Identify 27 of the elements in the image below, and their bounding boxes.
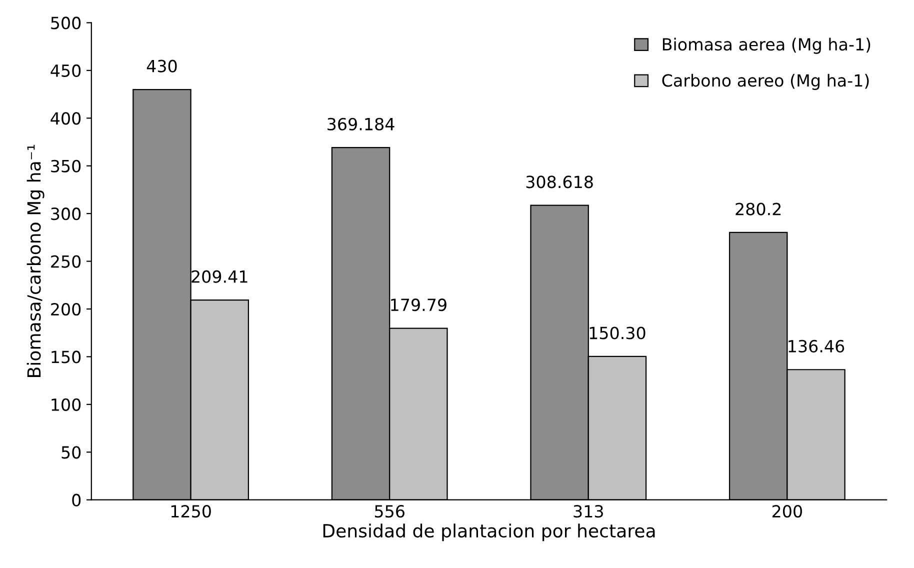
y-tick-label: 50 [62,446,81,459]
data-label: 308.618 [526,176,593,188]
y-tick-label: 150 [52,350,81,364]
data-label: 179.79 [391,298,446,312]
data-label: 209.41 [192,270,248,283]
y-tick-label: 0 [72,494,81,506]
x-axis-title: Densidad de plantacion por hectarea [323,524,655,542]
data-label: 136.46 [788,340,844,353]
legend-label: Carbono aereo (Mg ha-1) [662,74,869,90]
y-tick-label: 500 [51,16,81,30]
data-label: 430 [146,60,177,72]
data-label: 369.184 [328,118,394,130]
y-tick-label: 250 [51,255,81,268]
y-axis-title: Biomasa/carbono Mg ha⁻¹ [26,144,44,377]
y-tick-label: 200 [51,302,81,316]
x-tick-label: 313 [574,504,603,518]
y-tick-label: 300 [51,208,81,220]
y-tick-label: 450 [50,64,81,77]
y-tick-label: 100 [52,398,81,411]
y-tick-label: 350 [51,160,81,172]
x-tick-label: 556 [374,504,404,518]
x-tick-label: 1250 [171,504,211,518]
legend-label: Biomasa aerea (Mg ha-1) [662,38,870,54]
data-label: 280.2 [736,202,781,216]
x-tick-label: 200 [772,504,802,518]
data-label: 150.30 [590,326,646,340]
y-tick-label: 400 [50,112,81,125]
